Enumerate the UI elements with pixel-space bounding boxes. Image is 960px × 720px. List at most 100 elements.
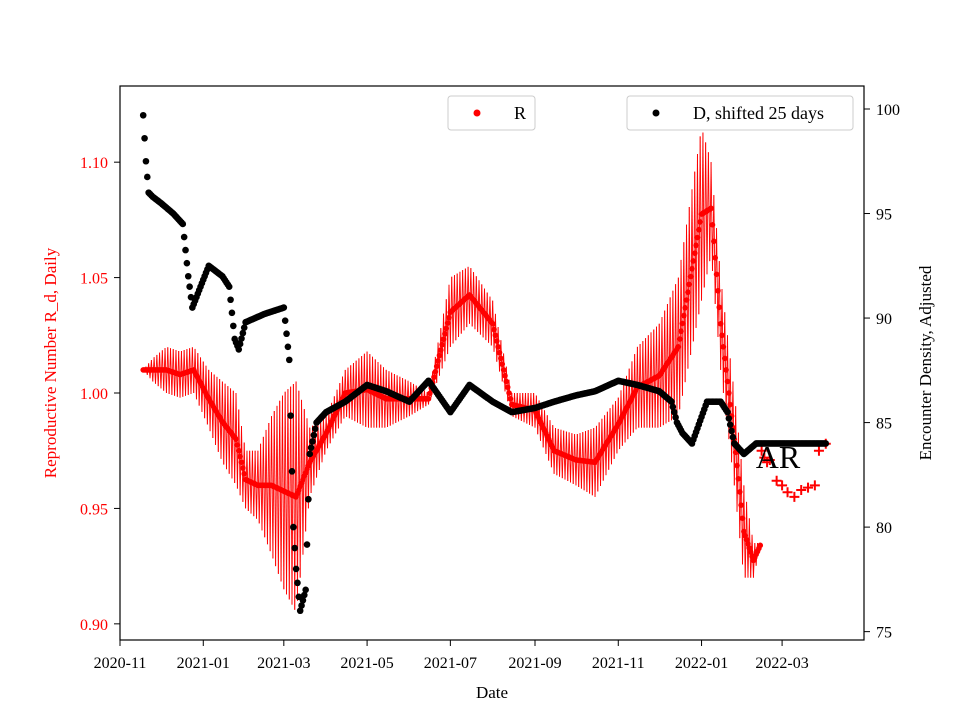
- r-point: [503, 378, 510, 385]
- r-point: [734, 462, 740, 469]
- r-point: [694, 234, 701, 241]
- r-point: [495, 344, 501, 350]
- r-point: [685, 289, 691, 295]
- d-point: [298, 602, 305, 609]
- r-point: [241, 471, 248, 477]
- r-point: [693, 242, 699, 249]
- d-point: [310, 431, 318, 439]
- x-axis-ticks: 2020-11 2021-01 2021-03 2021-05 2021-07 2021-…: [94, 640, 809, 672]
- d-point: [302, 586, 309, 594]
- r-point: [237, 453, 243, 460]
- r-point: [690, 258, 697, 264]
- d-point: [288, 468, 296, 475]
- r-point: [444, 320, 451, 326]
- x-tick-label: 2021-09: [508, 655, 561, 672]
- r-plus-markers: [756, 438, 831, 502]
- r-point: [716, 304, 723, 311]
- r-point: [720, 344, 727, 350]
- left-tick-label: 0.95: [80, 501, 108, 518]
- r-point: [446, 314, 452, 321]
- r-point: [436, 352, 443, 359]
- r-daily-segment: [718, 261, 722, 370]
- r-point: [697, 219, 703, 225]
- d-point: [144, 173, 151, 181]
- d-point: [309, 438, 316, 445]
- r-daily-segment: [690, 189, 693, 355]
- right-tick-label: 80: [876, 520, 892, 537]
- d-point: [183, 259, 191, 267]
- r-daily-segment: [735, 406, 738, 512]
- r-point: [433, 363, 440, 370]
- d-point: [285, 356, 293, 364]
- d-point: [235, 346, 243, 353]
- r-point: [727, 401, 734, 408]
- d-point: [311, 425, 319, 433]
- r-daily-segment: [695, 154, 698, 328]
- r-point: [708, 205, 714, 212]
- r-point: [435, 358, 441, 364]
- right-axis-label: Encounter Density, Adjusted: [916, 265, 935, 460]
- r-point: [717, 320, 724, 327]
- r-point: [676, 336, 683, 342]
- r-daily-segment: [724, 312, 727, 417]
- r-point: [683, 297, 690, 303]
- legend-r-marker: [473, 109, 481, 117]
- d-point: [729, 433, 737, 441]
- r-series-points: [140, 205, 764, 564]
- r-point: [738, 502, 744, 508]
- r-point: [234, 442, 241, 448]
- d-point: [142, 157, 150, 165]
- legend-r: R: [447, 95, 536, 131]
- d-point: [281, 317, 289, 324]
- d-point: [186, 283, 193, 290]
- r-plus-marker: [771, 475, 782, 486]
- x-tick-label: 2020-11: [94, 655, 147, 672]
- d-point: [290, 523, 297, 531]
- r-daily-segment: [687, 206, 690, 369]
- d-point: [139, 111, 147, 119]
- right-tick-label: 100: [876, 102, 900, 119]
- r-point: [440, 336, 447, 343]
- right-axis-ticks: 75 80 85 90 95 100: [864, 102, 900, 642]
- x-tick-label: 2021-07: [424, 655, 477, 672]
- r-point: [506, 390, 512, 396]
- r-daily-oscillation-lines: [142, 132, 761, 610]
- r-point: [492, 332, 499, 339]
- r-point: [498, 355, 504, 362]
- d-point: [283, 330, 290, 338]
- r-point: [507, 395, 514, 402]
- plot-frame: [119, 85, 865, 641]
- d-point: [182, 246, 189, 254]
- x-tick-label: 2021-03: [257, 655, 310, 672]
- right-tick-label: 90: [876, 311, 892, 328]
- r-point: [736, 489, 743, 495]
- r-point: [721, 355, 728, 362]
- r-plus-marker: [813, 445, 824, 456]
- d-point: [239, 329, 247, 337]
- d-point: [228, 309, 236, 317]
- legend-d-marker: [652, 109, 660, 117]
- d-point: [669, 403, 677, 411]
- d-point: [184, 272, 192, 280]
- r-point: [679, 320, 686, 327]
- r-point: [719, 332, 725, 339]
- r-point: [427, 390, 433, 397]
- right-tick-label: 85: [876, 416, 892, 433]
- r-daily-segment: [716, 228, 719, 337]
- right-tick-label: 95: [876, 207, 892, 224]
- r-point: [499, 361, 506, 367]
- ar-annotation: AR: [756, 439, 801, 475]
- d-point: [291, 544, 299, 552]
- r-daily-segment: [710, 162, 713, 272]
- r-point: [709, 222, 716, 228]
- r-plus-marker: [764, 454, 775, 465]
- r-point: [675, 344, 682, 350]
- d-point: [236, 340, 244, 348]
- r-point: [235, 447, 242, 454]
- r-plus-marker: [796, 484, 807, 495]
- r-point: [681, 312, 687, 319]
- r-point: [442, 331, 448, 337]
- r-point: [689, 265, 695, 272]
- d-point: [299, 596, 307, 604]
